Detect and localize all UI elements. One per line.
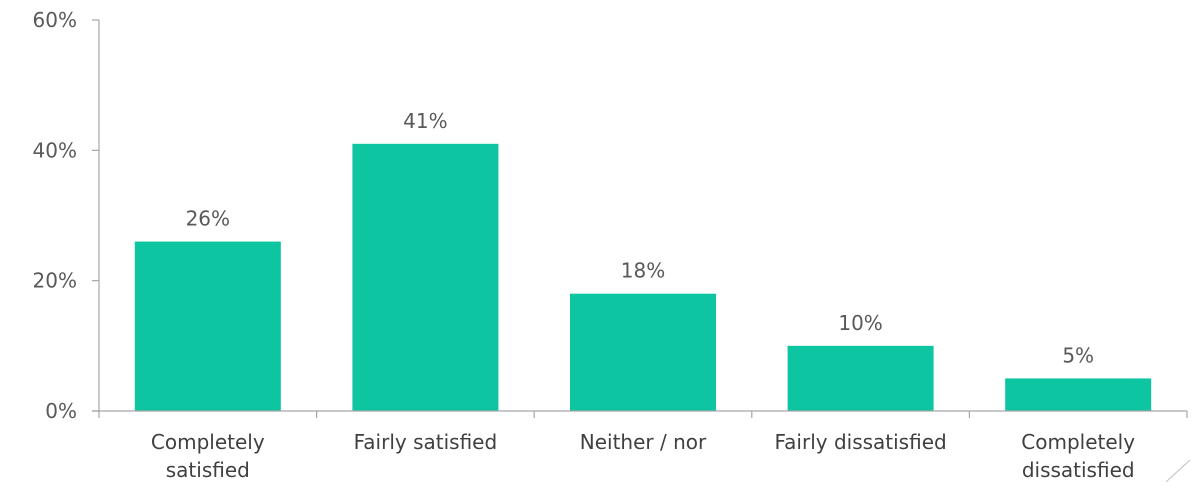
x-category-label-line: Completely xyxy=(1021,430,1135,454)
bar xyxy=(352,143,499,412)
y-tick-label: 0% xyxy=(45,399,77,423)
y-tick-label: 20% xyxy=(33,269,77,293)
x-category-label: Fairly satisfied xyxy=(354,430,498,454)
x-category-label: Fairly dissatisfied xyxy=(774,430,946,454)
bar xyxy=(134,241,281,411)
bars xyxy=(134,143,1152,412)
corner-decoration xyxy=(1165,459,1191,483)
y-tick-label: 40% xyxy=(33,138,77,162)
bar xyxy=(1005,378,1152,411)
data-label: 26% xyxy=(186,207,230,231)
x-category-label: Neither / nor xyxy=(580,430,707,454)
y-axis: 0% 20% 40% 60% xyxy=(33,8,100,423)
x-category-label-line: Neither / nor xyxy=(580,430,707,454)
bar xyxy=(787,345,934,411)
x-category-label: Completely satisfied xyxy=(151,430,265,482)
x-category-label: Completely dissatisfied xyxy=(1021,430,1135,482)
y-tick-label: 60% xyxy=(33,8,77,32)
data-labels: 26% 41% 18% 10% 5% xyxy=(186,109,1094,368)
x-category-label-line: Fairly satisfied xyxy=(354,430,498,454)
data-label: 5% xyxy=(1062,343,1094,367)
data-label: 10% xyxy=(838,311,882,335)
data-label: 41% xyxy=(403,109,447,133)
x-category-label-line: Fairly dissatisfied xyxy=(774,430,946,454)
x-category-label-line: dissatisfied xyxy=(1022,458,1135,482)
x-category-label-line: Completely xyxy=(151,430,265,454)
data-label: 18% xyxy=(621,259,665,283)
x-axis: Completely satisfied Fairly satisfied Neith… xyxy=(92,410,1188,482)
x-category-label-line: satisfied xyxy=(166,458,250,482)
bar xyxy=(570,293,716,411)
